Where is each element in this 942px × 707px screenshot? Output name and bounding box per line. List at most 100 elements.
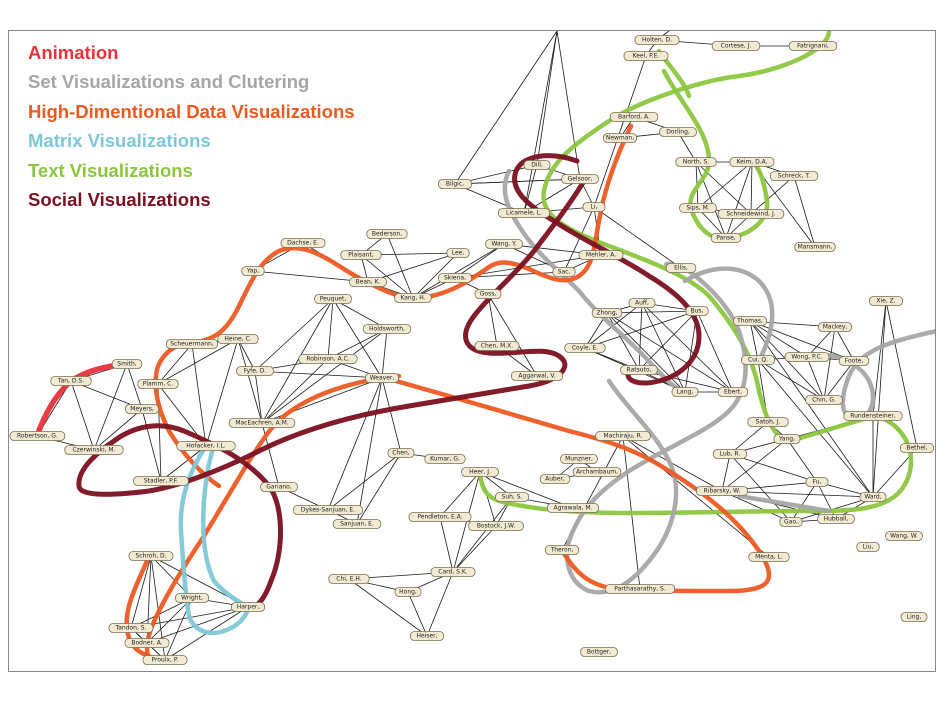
author-node-yang[interactable]: Yang, <box>773 434 801 444</box>
author-node-lub[interactable]: Lub, R. <box>713 449 748 459</box>
author-node-peuquet[interactable]: Peuquet, <box>314 294 352 304</box>
author-node-dill[interactable]: Dill, <box>523 160 551 170</box>
author-node-wright[interactable]: Wright, <box>174 593 209 603</box>
author-node-maceachren[interactable]: MacEachren, A.M. <box>228 418 296 428</box>
author-node-holten[interactable]: Holten, D. <box>634 35 680 45</box>
author-node-gao[interactable]: Gao, <box>779 517 803 527</box>
author-node-schroh[interactable]: Schroh, D. <box>128 551 174 561</box>
author-node-ebert[interactable]: Ebert, <box>717 387 749 397</box>
author-node-suhs[interactable]: Suh, S. <box>494 492 529 502</box>
author-node-chin[interactable]: Chin, G. <box>805 395 843 405</box>
author-node-machiraju[interactable]: Machiraju, R. <box>595 431 651 441</box>
author-node-agrawala[interactable]: Agrawala, M. <box>547 503 600 513</box>
author-node-scheuermann[interactable]: Scheuermann, <box>165 339 218 349</box>
author-node-tand[interactable]: Tan, D.S. <box>50 376 92 386</box>
author-node-schreck[interactable]: Schreck, T. <box>769 171 819 181</box>
author-node-north[interactable]: North, S. <box>675 157 717 167</box>
author-node-fatrignani[interactable]: Fatrignani, <box>788 41 838 51</box>
author-node-gariano[interactable]: Gariano, <box>260 482 298 492</box>
author-node-newman[interactable]: Newman, <box>603 133 638 143</box>
author-node-fyfe[interactable]: Fyfe, D. <box>236 366 274 376</box>
author-node-holdsworth[interactable]: Holdsworth, <box>362 324 412 334</box>
author-node-lee[interactable]: Lee, <box>446 248 470 258</box>
author-node-kumar[interactable]: Kumar, G. <box>424 454 466 464</box>
author-node-lang[interactable]: Lang, <box>671 387 699 397</box>
author-node-keel[interactable]: Keel, P.E. <box>623 51 669 61</box>
author-node-czerwinski[interactable]: Czerwinski, M. <box>64 445 124 455</box>
author-node-smith[interactable]: Smith, <box>111 359 143 369</box>
author-node-robertson[interactable]: Robertson, G. <box>9 431 66 441</box>
author-node-panse[interactable]: Panse, <box>710 233 742 243</box>
author-node-ratsuto[interactable]: Ratsuto, <box>620 365 658 375</box>
author-node-sanjuan[interactable]: Sanjuan, E. <box>332 519 382 529</box>
author-node-ribarsky[interactable]: Ribarsky, W. <box>696 486 749 496</box>
author-node-munzner[interactable]: Munzner, <box>560 454 598 464</box>
author-node-coyle[interactable]: Coyle, E. <box>564 343 606 353</box>
author-node-stadler[interactable]: Stadler, P.F. <box>133 476 189 486</box>
author-node-barford[interactable]: Barford, A. <box>609 112 659 122</box>
author-node-bodner[interactable]: Bodner, A. <box>124 638 170 648</box>
author-node-archambault[interactable]: Archambaum, <box>572 467 622 477</box>
author-node-hong[interactable]: Hong, <box>394 587 422 597</box>
author-node-card[interactable]: Card, S.K. <box>430 567 476 577</box>
author-node-wangy[interactable]: Wang, Y. <box>485 239 523 249</box>
author-node-thorson[interactable]: Theron, <box>545 545 580 555</box>
author-node-kangh[interactable]: Kang, H. <box>394 293 432 303</box>
author-node-mehler[interactable]: Mehler, A. <box>578 250 624 260</box>
author-node-chieh[interactable]: Chi, E.H. <box>328 574 370 584</box>
author-node-liu[interactable]: Liu, <box>856 542 880 552</box>
author-node-bottger[interactable]: Bottger, <box>580 647 618 657</box>
author-node-meyers[interactable]: Meyers, <box>125 404 160 414</box>
author-node-pendleton[interactable]: Pendleton, E.A. <box>408 512 472 522</box>
author-node-cortese[interactable]: Cortese, J. <box>711 41 761 51</box>
author-node-cui[interactable]: Cui, Q. <box>741 355 776 365</box>
author-node-bethel[interactable]: Bethel, <box>900 443 935 453</box>
author-node-hubball[interactable]: Hubball, <box>817 514 855 524</box>
author-node-thomas[interactable]: Thomas, <box>733 316 768 326</box>
author-node-mackey[interactable]: Mackey, <box>818 322 853 332</box>
author-node-chen_mx[interactable]: Chen, M.X. <box>474 341 520 351</box>
author-node-ellis[interactable]: Ellis, <box>665 263 697 273</box>
author-node-hofacker[interactable]: Hofacker, I.L. <box>176 441 236 451</box>
author-node-schneidewind[interactable]: Schneidewind, J. <box>717 209 785 219</box>
author-node-weaver[interactable]: Weaver, <box>364 373 399 383</box>
author-node-harper[interactable]: Harper, <box>230 602 265 612</box>
author-node-wongpc[interactable]: Wong, P.C. <box>784 352 830 362</box>
author-node-keim[interactable]: Keim, D.A. <box>729 157 775 167</box>
author-node-liccardo[interactable]: Licamele, L. <box>497 208 550 218</box>
author-node-tandon[interactable]: Tandon, S. <box>108 623 154 633</box>
author-node-yap[interactable]: Yap, <box>241 266 265 276</box>
author-node-sac[interactable]: Sac, <box>552 267 576 277</box>
author-node-bederson[interactable]: Bederson, <box>366 229 408 239</box>
author-node-heer[interactable]: Heer, J. <box>461 467 499 477</box>
author-node-dachse[interactable]: Dachse, E. <box>280 238 326 248</box>
author-node-gelsoor[interactable]: Gelsoor, <box>561 174 599 184</box>
author-node-wangw[interactable]: Wang, W. <box>885 531 923 541</box>
author-node-parthasarathy[interactable]: Parthasarathy, S. <box>605 584 676 594</box>
author-node-proulx[interactable]: Proulx, P. <box>142 655 188 665</box>
author-node-fu[interactable]: Fu, <box>805 477 829 487</box>
author-node-bostock[interactable]: Bostock, J.W. <box>468 521 524 531</box>
author-node-satoh[interactable]: Satoh, J. <box>747 417 789 427</box>
author-node-li[interactable]: Li, <box>582 202 606 212</box>
author-node-dykes[interactable]: Dykes-Sanjuan, E. <box>292 505 363 515</box>
author-node-xiez[interactable]: Xie, Z. <box>869 296 904 306</box>
author-node-plaisant[interactable]: Plaisant, <box>340 250 382 260</box>
author-node-ward[interactable]: Ward, <box>859 492 887 502</box>
author-node-ling[interactable]: Ling, <box>900 612 928 622</box>
author-node-mentai[interactable]: Menta, L. <box>748 552 790 562</box>
author-node-auber[interactable]: Auber, <box>539 474 571 484</box>
author-node-heine[interactable]: Heine, C. <box>217 334 259 344</box>
author-node-bus[interactable]: Bus, <box>685 306 709 316</box>
author-node-zhong[interactable]: Zhong, <box>591 308 623 318</box>
author-node-aggarwal[interactable]: Aggarwal, V. <box>510 371 563 381</box>
author-node-robinson[interactable]: Robinson, A.C. <box>298 354 358 364</box>
author-node-heiser[interactable]: Heiser, <box>409 631 444 641</box>
author-node-mansmann[interactable]: Mansmann, <box>794 242 836 252</box>
author-node-bilgic[interactable]: Bilgic, <box>437 179 472 189</box>
author-node-foote[interactable]: Foote, <box>838 356 870 366</box>
author-node-sips[interactable]: Sips, M. <box>679 203 717 213</box>
author-node-rundensteiner[interactable]: Rundensteiner, <box>843 411 903 421</box>
author-node-goss[interactable]: Goss, <box>474 289 502 299</box>
author-node-chen_b[interactable]: Chen, <box>387 448 415 458</box>
